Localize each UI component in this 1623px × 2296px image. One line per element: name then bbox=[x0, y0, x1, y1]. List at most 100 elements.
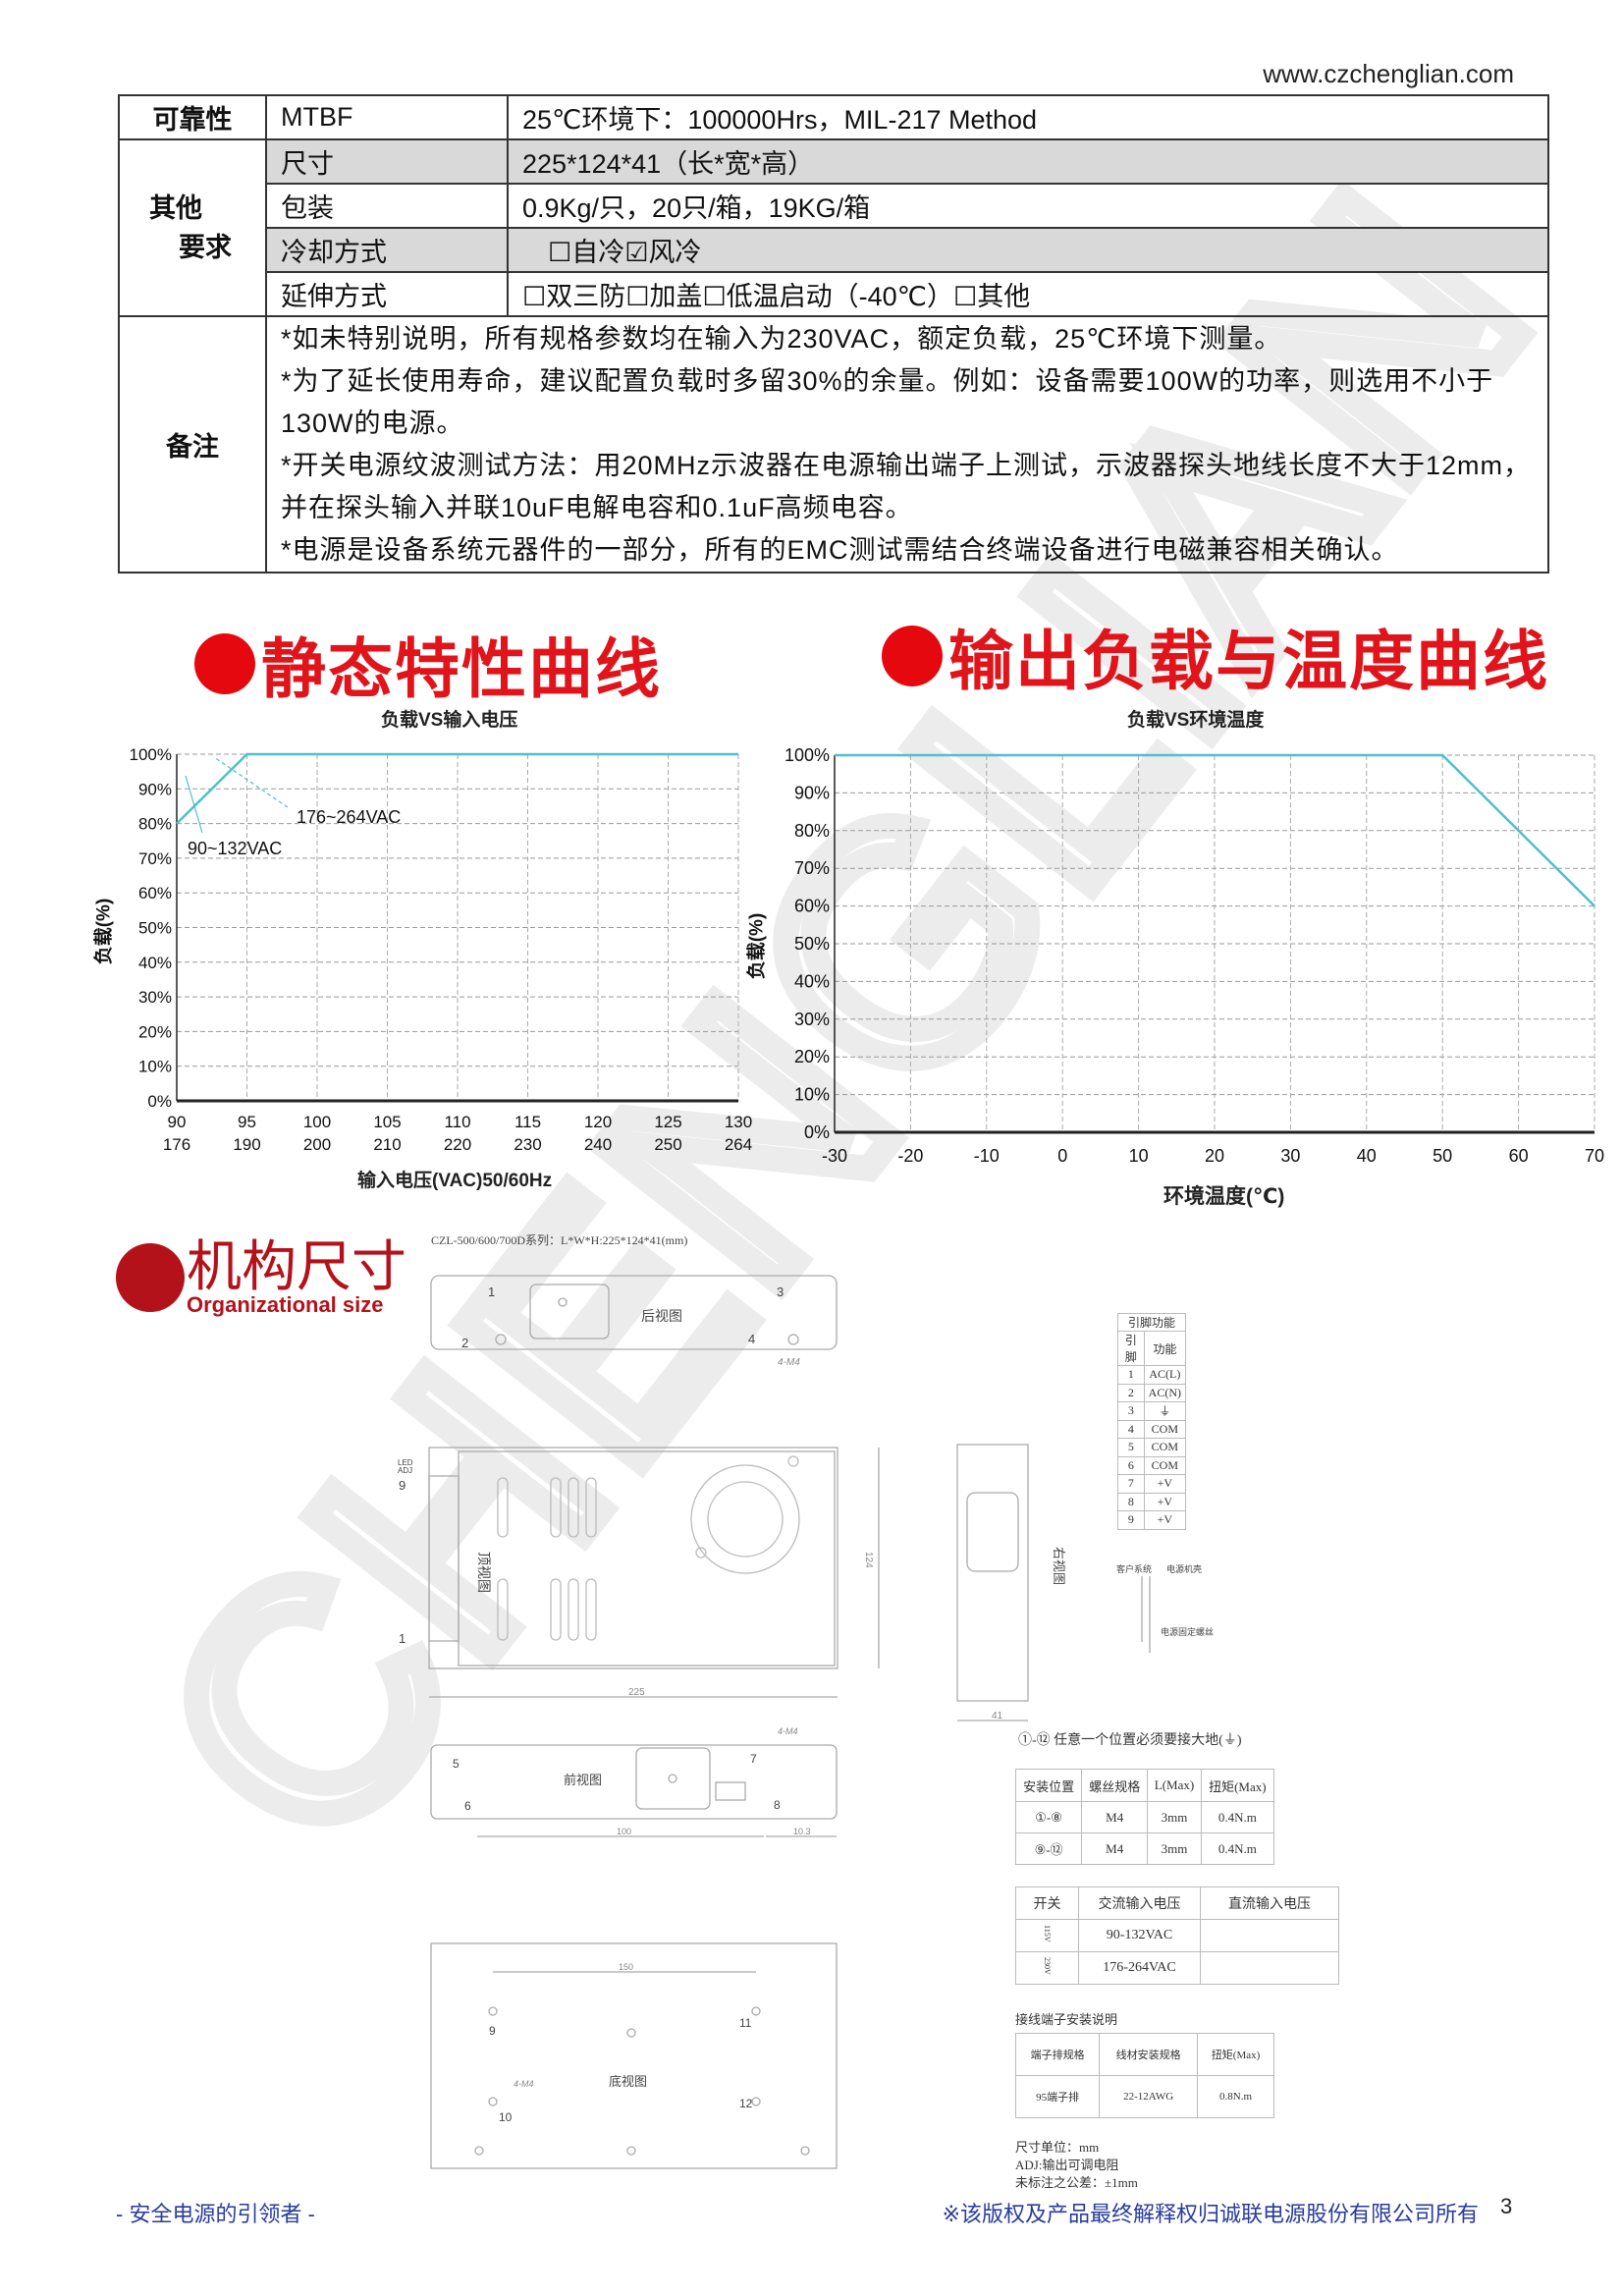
pin-label: 12 bbox=[739, 2097, 753, 2110]
switch-table: 开关 交流输入电压 直流输入电压 115V 90-132VAC 230V 176… bbox=[1015, 1886, 1339, 1985]
pin-cell: COM bbox=[1143, 1419, 1187, 1439]
screw-cell: 3mm bbox=[1147, 1832, 1202, 1865]
screw-cell: M4 bbox=[1081, 1832, 1149, 1865]
front-view-label: 前视图 bbox=[564, 1773, 602, 1787]
section-mech-text: 机构尺寸 bbox=[187, 1235, 406, 1297]
chart2-title: 负载VS环境温度 bbox=[1127, 710, 1265, 731]
x-tick-label: 40 bbox=[1357, 1146, 1377, 1166]
option-low-temp: 低温启动（-40℃） bbox=[726, 282, 954, 311]
switch-115v-icon: 115V bbox=[1015, 1919, 1079, 1952]
pin-label: 5 bbox=[453, 1757, 460, 1771]
y-tick-label: 40% bbox=[138, 954, 172, 972]
pin-cell: COM bbox=[1143, 1438, 1187, 1457]
chart2-xlabel: 环境温度(℃) bbox=[1163, 1185, 1285, 1208]
spec-table: 可靠性 MTBF 25℃环境下：100000Hrs，MIL-217 Method… bbox=[118, 94, 1549, 574]
y-tick-label: 100% bbox=[784, 745, 830, 765]
x-tick-label: 10 bbox=[1129, 1146, 1149, 1166]
pin-label: 7 bbox=[750, 1752, 757, 1766]
checkbox-unchecked-icon[interactable]: ☐ bbox=[548, 238, 572, 267]
x-tick-label-secondary: 210 bbox=[373, 1135, 401, 1154]
chart1-xlabel: 输入电压(VAC)50/60Hz bbox=[357, 1171, 553, 1191]
pin-cell: 9 bbox=[1117, 1510, 1145, 1530]
option-natural-cooling: 自冷 bbox=[571, 238, 625, 267]
x-tick-label: 20 bbox=[1205, 1146, 1224, 1166]
x-tick-label: 115 bbox=[514, 1113, 541, 1131]
y-tick-label: 80% bbox=[138, 815, 172, 834]
website-url[interactable]: www.czchenglian.com bbox=[1263, 59, 1514, 88]
note-line: 尺寸单位：mm bbox=[1015, 2140, 1100, 2155]
x-tick-label: 100 bbox=[303, 1113, 331, 1131]
checkbox-unchecked-icon[interactable]: ☐ bbox=[625, 282, 650, 311]
table-row: 包装 0.9Kg/只，20只/箱，19KG/箱 bbox=[119, 183, 1549, 229]
checkbox-unchecked-icon[interactable]: ☐ bbox=[953, 282, 978, 311]
y-tick-label: 90% bbox=[794, 783, 830, 802]
x-tick-label: 110 bbox=[444, 1113, 470, 1131]
table-row: 95端子排 22-12AWG 0.8N.m bbox=[1014, 2075, 1274, 2118]
red-dot-icon bbox=[116, 1243, 185, 1312]
category-reliability: 可靠性 bbox=[118, 94, 267, 140]
annotation-arrow bbox=[185, 775, 203, 834]
screw-table-header: L(Max) bbox=[1147, 1769, 1202, 1802]
table-row: 9 +V bbox=[1117, 1510, 1187, 1530]
terminal-title: 接线端子安装说明 bbox=[1015, 2012, 1118, 2027]
section-static-text: 静态特性曲线 bbox=[261, 632, 662, 705]
pin-table-header: 引脚 bbox=[1117, 1331, 1145, 1366]
key-extension: 延伸方式 bbox=[265, 271, 509, 317]
remark-line: *开关电源纹波测试方法：用20MHz示波器在电源输出端子上测试，示波器探头地线长… bbox=[281, 450, 1532, 522]
footer-slogan: - 安全电源的引领者 - bbox=[116, 2202, 315, 2226]
screw-table-header: 扭矩(Max) bbox=[1200, 1769, 1275, 1802]
y-tick-label: 100% bbox=[130, 745, 172, 764]
key-packing: 包装 bbox=[265, 183, 509, 229]
terminal-table: 端子排规格 线材安装规格 扭矩(Max) 95端子排 22-12AWG 0.8N… bbox=[1014, 2033, 1274, 2118]
category-remarks: 备注 bbox=[118, 315, 267, 574]
y-tick-label: 60% bbox=[794, 897, 830, 916]
bottom-view-label: 底视图 bbox=[609, 2074, 647, 2089]
screw-cell: ①-⑧ bbox=[1014, 1801, 1083, 1833]
table-row: 115V 90-132VAC bbox=[1015, 1919, 1339, 1952]
table-row: ⑨-⑫ M4 3mm 0.4N.m bbox=[1014, 1832, 1275, 1865]
pin-label: 1 bbox=[399, 1631, 406, 1646]
x-tick-label: -10 bbox=[974, 1146, 1000, 1166]
y-tick-label: 40% bbox=[794, 971, 830, 991]
pin-label: 9 bbox=[489, 2024, 496, 2038]
switch-230v-icon: 230V bbox=[1015, 1951, 1079, 1985]
section-static-title: 静态特性曲线 bbox=[194, 617, 662, 711]
red-dot-icon bbox=[194, 633, 255, 694]
switch-label: 115V bbox=[1043, 1924, 1052, 1942]
switch-table-header: 直流输入电压 bbox=[1200, 1886, 1339, 1920]
x-tick-label-secondary: 200 bbox=[303, 1135, 331, 1154]
checkbox-checked-icon[interactable]: ☑ bbox=[624, 238, 649, 267]
right-view: 41 右视图 客户系统 电源机壳 电源固定螺丝 bbox=[956, 1444, 1214, 1722]
screw-cell: 0.4N.m bbox=[1200, 1801, 1275, 1833]
y-tick-label: 10% bbox=[794, 1085, 830, 1105]
x-tick-label-secondary: 220 bbox=[444, 1135, 471, 1154]
category-other-line2: 要求 bbox=[179, 233, 232, 262]
pin-cell: COM bbox=[1143, 1455, 1187, 1475]
x-tick-label: 130 bbox=[725, 1113, 752, 1131]
checkbox-unchecked-icon[interactable]: ☐ bbox=[522, 282, 547, 311]
y-tick-label: 50% bbox=[794, 934, 830, 954]
key-mtbf: MTBF bbox=[265, 94, 509, 140]
terminal-cell: 22-12AWG bbox=[1099, 2075, 1199, 2118]
table-row: 4 COM bbox=[1117, 1419, 1187, 1439]
y-tick-label: 20% bbox=[794, 1047, 830, 1066]
y-tick-label: 80% bbox=[794, 821, 830, 841]
x-tick-label-secondary: 250 bbox=[654, 1135, 681, 1154]
series-note: CZL-500/600/700D系列：L*W*H:225*124*41(mm) bbox=[431, 1233, 687, 1247]
x-tick-label: 90 bbox=[168, 1113, 187, 1131]
x-tick-label: 95 bbox=[238, 1113, 256, 1131]
y-tick-label: 10% bbox=[138, 1058, 172, 1076]
page-number: 3 bbox=[1500, 2194, 1513, 2218]
pin-label: 10 bbox=[499, 2110, 513, 2124]
pin-label: 8 bbox=[774, 1798, 781, 1812]
table-row: ①-⑧ M4 3mm 0.4N.m bbox=[1014, 1801, 1275, 1833]
checkbox-unchecked-icon[interactable]: ☐ bbox=[702, 282, 727, 311]
section-mech-title: 机构尺寸 Organizational size bbox=[116, 1239, 406, 1316]
table-row: 8 +V bbox=[1117, 1492, 1187, 1511]
terminal-cell: 0.8N.m bbox=[1197, 2075, 1274, 2118]
front-view: 前视图 5 6 7 8 4-M4 100 10.3 bbox=[430, 1726, 838, 1837]
drawing-notes: 尺寸单位：mm ADJ:输出可调电阻 未标注之公差：±1mm bbox=[1015, 2139, 1138, 2192]
pin-table-header: 功能 bbox=[1143, 1331, 1187, 1366]
pin-label: 6 bbox=[464, 1799, 471, 1813]
top-view-label: 顶视图 bbox=[476, 1552, 492, 1593]
